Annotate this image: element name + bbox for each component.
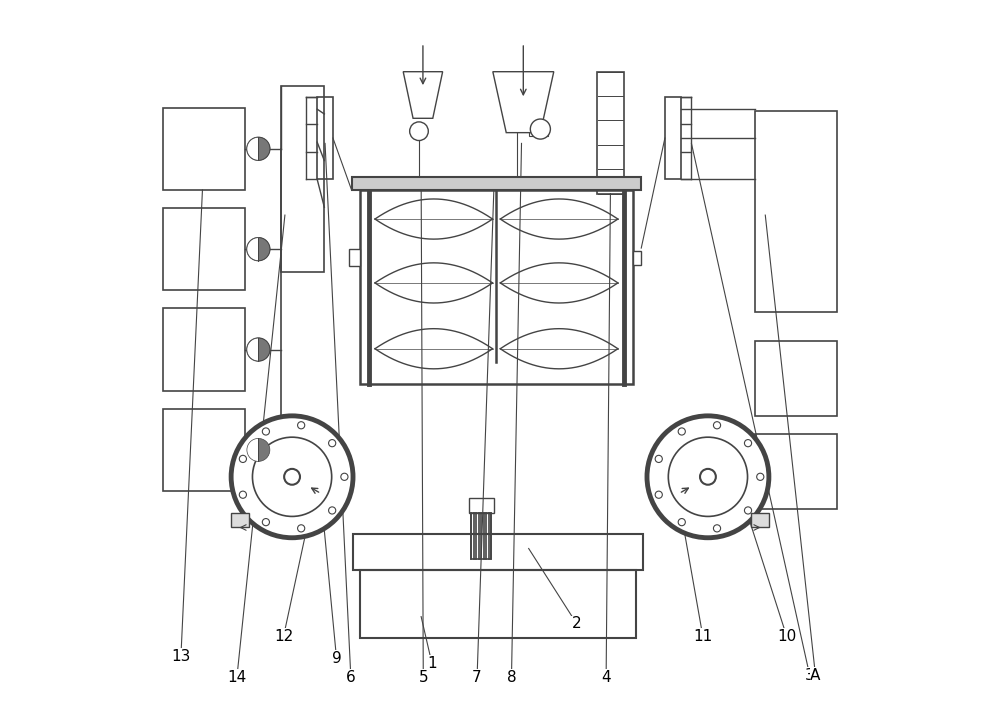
Polygon shape	[352, 177, 641, 190]
Wedge shape	[247, 438, 258, 462]
Circle shape	[239, 455, 246, 462]
Bar	[163, 308, 245, 391]
Polygon shape	[493, 72, 554, 133]
Wedge shape	[247, 137, 258, 161]
Text: 1: 1	[427, 656, 437, 670]
Circle shape	[298, 422, 305, 429]
Circle shape	[757, 473, 764, 480]
Text: 10: 10	[777, 630, 796, 644]
Polygon shape	[231, 513, 249, 527]
Bar	[163, 409, 245, 491]
Bar	[413, 128, 425, 135]
Bar	[281, 86, 324, 272]
Text: 9: 9	[332, 651, 341, 665]
Bar	[163, 108, 245, 190]
Circle shape	[700, 469, 716, 485]
Circle shape	[410, 122, 428, 141]
Bar	[665, 97, 681, 179]
Bar	[755, 111, 837, 312]
Circle shape	[744, 440, 752, 447]
Text: 8: 8	[507, 670, 516, 685]
Bar	[633, 251, 641, 265]
Bar	[360, 190, 633, 384]
Circle shape	[247, 439, 270, 462]
Polygon shape	[751, 513, 769, 527]
Circle shape	[262, 428, 269, 435]
Text: 14: 14	[227, 670, 246, 685]
Circle shape	[713, 422, 721, 429]
Bar	[471, 513, 491, 559]
Circle shape	[231, 416, 353, 538]
Circle shape	[713, 525, 721, 532]
Circle shape	[530, 119, 550, 139]
Circle shape	[655, 455, 662, 462]
Circle shape	[247, 338, 270, 361]
Circle shape	[678, 518, 685, 526]
Circle shape	[247, 137, 270, 161]
Text: 4: 4	[601, 670, 611, 685]
Circle shape	[668, 437, 748, 516]
Circle shape	[262, 518, 269, 526]
Circle shape	[744, 507, 752, 514]
Text: 7: 7	[472, 670, 482, 685]
Text: 6: 6	[346, 670, 356, 685]
Circle shape	[678, 428, 685, 435]
Bar	[163, 208, 245, 290]
Circle shape	[284, 469, 300, 485]
Bar	[353, 534, 643, 570]
Circle shape	[655, 491, 662, 498]
Text: 11: 11	[693, 630, 713, 644]
Polygon shape	[403, 72, 443, 118]
Text: 12: 12	[274, 630, 293, 644]
Bar	[349, 250, 360, 267]
Text: 3: 3	[805, 668, 815, 683]
Wedge shape	[258, 138, 270, 161]
Text: 2: 2	[572, 617, 582, 631]
Circle shape	[252, 437, 332, 516]
Wedge shape	[258, 238, 270, 261]
Bar	[755, 341, 837, 416]
Circle shape	[247, 238, 270, 261]
Circle shape	[647, 416, 769, 538]
Circle shape	[298, 525, 305, 532]
Wedge shape	[247, 338, 258, 361]
Wedge shape	[247, 238, 258, 261]
Wedge shape	[258, 438, 270, 462]
Bar	[597, 72, 624, 194]
Text: 5: 5	[418, 670, 428, 685]
Circle shape	[341, 473, 348, 480]
Circle shape	[329, 440, 336, 447]
Bar	[755, 434, 837, 509]
Circle shape	[329, 507, 336, 514]
Wedge shape	[258, 338, 270, 361]
Bar	[529, 123, 548, 136]
Circle shape	[239, 491, 246, 498]
Bar	[360, 570, 636, 638]
Text: A: A	[810, 668, 821, 683]
Bar	[469, 498, 494, 513]
Bar	[317, 97, 333, 179]
Text: 13: 13	[171, 649, 191, 663]
